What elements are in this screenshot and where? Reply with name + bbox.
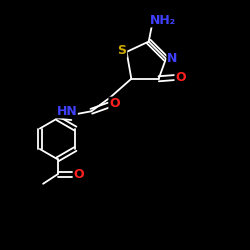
Text: O: O bbox=[175, 71, 186, 84]
Text: N: N bbox=[167, 52, 177, 65]
Text: NH₂: NH₂ bbox=[150, 14, 176, 27]
Text: O: O bbox=[109, 97, 120, 110]
Text: HN: HN bbox=[56, 105, 77, 118]
Text: O: O bbox=[73, 168, 84, 181]
Text: S: S bbox=[118, 44, 126, 57]
